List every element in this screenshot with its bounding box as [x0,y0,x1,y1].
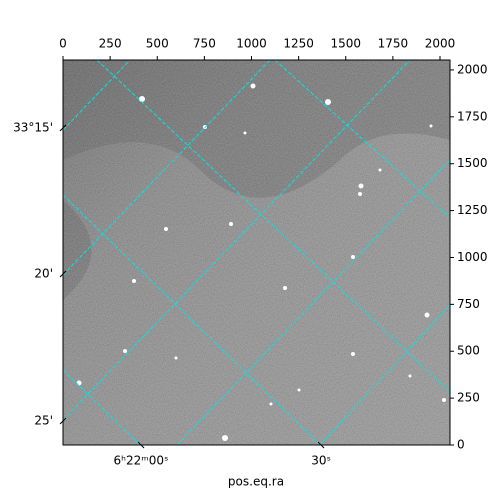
x-tick-label: 1750 [378,37,409,51]
dec-tick [59,417,67,425]
x-axis-label: pos.eq.ra [228,475,284,489]
y-tick-label: 2000 [457,62,488,76]
x-tick-label: 500 [146,37,169,51]
x-tick-label: 1250 [283,37,314,51]
dec-tick [59,270,67,278]
y-tick-label: 750 [457,297,480,311]
y-tick-label: 1500 [457,156,488,170]
dec-tick-label: 25' [34,413,53,427]
x-tick-label: 0 [59,37,67,51]
y-tick-label: 1750 [457,109,488,123]
frame [62,59,451,446]
x-tick-label: 1500 [330,37,361,51]
y-tick-label: 500 [457,344,480,358]
dec-tick [59,124,67,132]
dec-tick-label: 33°15' [13,120,53,134]
ra-tick [137,441,145,449]
dec-tick-label: 20' [34,266,53,280]
x-tick-label: 2000 [425,37,456,51]
ra-tick-label: 30ˢ [311,454,331,468]
ra-tick [317,441,325,449]
x-tick-label: 250 [99,37,122,51]
y-tick-label: 250 [457,391,480,405]
y-tick-label: 1250 [457,203,488,217]
x-tick-label: 750 [193,37,216,51]
ra-tick-label: 6ʰ22ᵐ00ˢ [114,454,169,468]
x-tick-label: 1000 [236,37,267,51]
y-tick-label: 0 [457,438,465,452]
image [63,60,450,445]
y-tick-label: 1000 [457,250,488,264]
